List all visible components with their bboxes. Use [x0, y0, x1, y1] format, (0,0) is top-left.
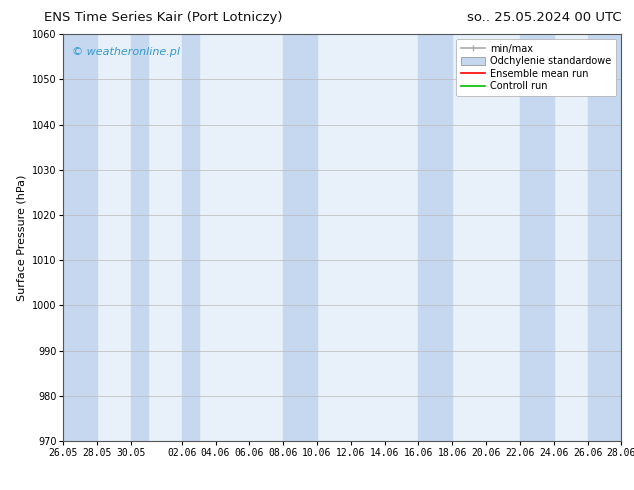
Bar [131, 34, 148, 441]
Bar [283, 34, 317, 441]
Bar [182, 34, 198, 441]
Text: © weatheronline.pl: © weatheronline.pl [72, 47, 180, 56]
Text: so.. 25.05.2024 00 UTC: so.. 25.05.2024 00 UTC [467, 11, 621, 24]
Bar [588, 34, 621, 441]
Y-axis label: Surface Pressure (hPa): Surface Pressure (hPa) [16, 174, 26, 301]
Bar [63, 34, 97, 441]
Bar [520, 34, 553, 441]
Legend: min/max, Odchylenie standardowe, Ensemble mean run, Controll run: min/max, Odchylenie standardowe, Ensembl… [456, 39, 616, 96]
Bar [418, 34, 452, 441]
Text: ENS Time Series Kair (Port Lotniczy): ENS Time Series Kair (Port Lotniczy) [44, 11, 283, 24]
